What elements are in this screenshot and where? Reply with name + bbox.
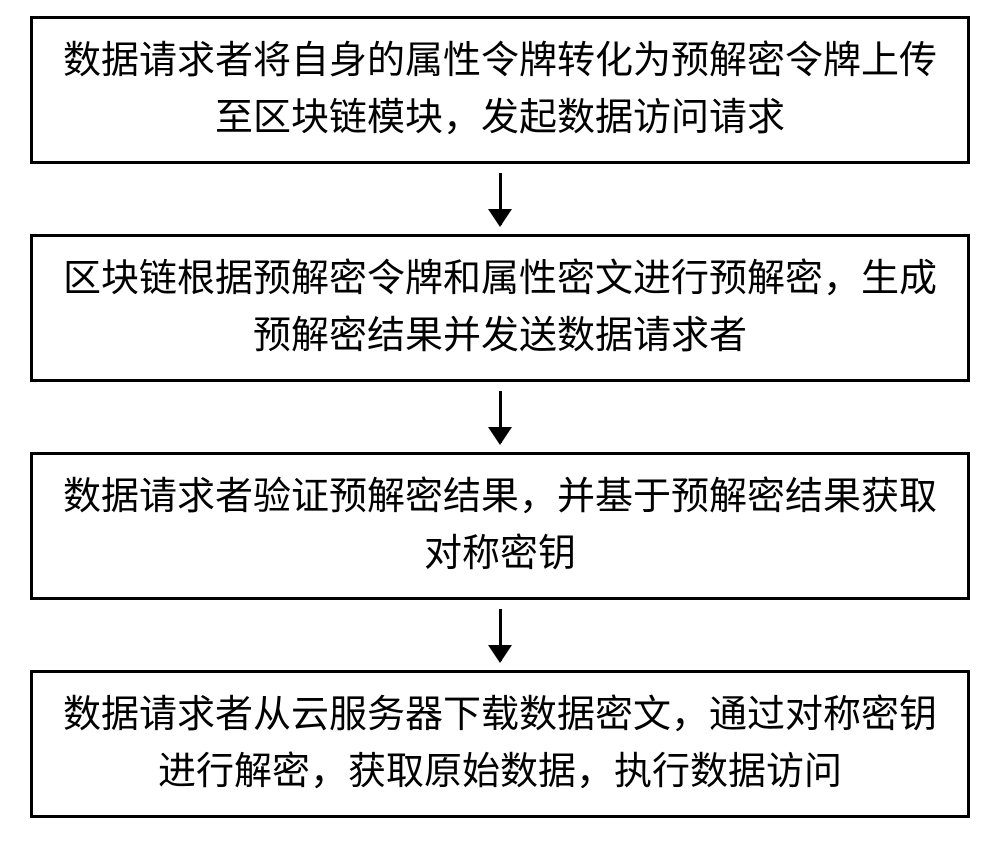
flowchart-step-3: 数据请求者验证预解密结果，并基于预解密结果获取对称密钥 (30, 452, 970, 600)
arrow-icon (499, 609, 502, 661)
flowchart-step-4: 数据请求者从云服务器下载数据密文，通过对称密钥进行解密，获取原始数据，执行数据访… (30, 670, 970, 818)
flowchart-step-2: 区块链根据预解密令牌和属性密文进行预解密，生成预解密结果并发送数据请求者 (30, 234, 970, 382)
arrow-2 (499, 382, 502, 452)
step-text: 数据请求者将自身的属性令牌转化为预解密令牌上传至区块链模块，发起数据访问请求 (53, 33, 947, 147)
step-text: 区块链根据预解密令牌和属性密文进行预解密，生成预解密结果并发送数据请求者 (53, 251, 947, 365)
step-text: 数据请求者从云服务器下载数据密文，通过对称密钥进行解密，获取原始数据，执行数据访… (53, 687, 947, 801)
arrow-icon (499, 391, 502, 443)
arrow-1 (499, 164, 502, 234)
step-text: 数据请求者验证预解密结果，并基于预解密结果获取对称密钥 (53, 469, 947, 583)
arrow-3 (499, 600, 502, 670)
flowchart-step-1: 数据请求者将自身的属性令牌转化为预解密令牌上传至区块链模块，发起数据访问请求 (30, 16, 970, 164)
arrow-icon (499, 173, 502, 225)
